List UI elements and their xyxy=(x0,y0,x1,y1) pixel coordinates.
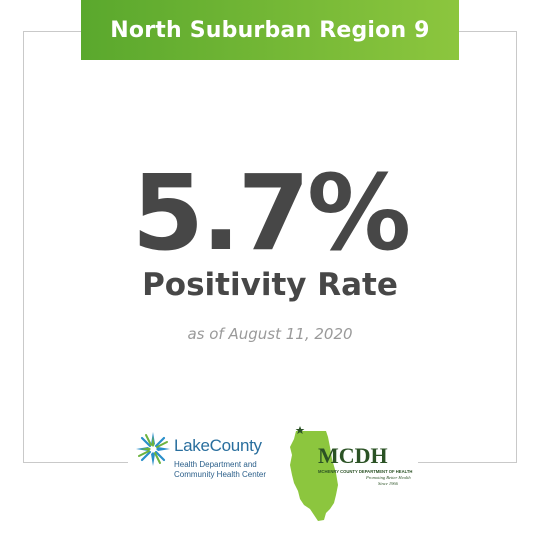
lake-county-subtitle-line1: Health Department and xyxy=(174,460,257,469)
positivity-value: 5.7% xyxy=(131,152,411,274)
mcdh-department: MCHENRY COUNTY DEPARTMENT OF HEALTH xyxy=(318,469,413,474)
mcdh-tagline: Promoting Better Health xyxy=(366,475,411,480)
starburst-icon xyxy=(136,432,170,466)
illinois-state-icon xyxy=(290,426,338,521)
lake-county-logo: LakeCounty Health Department and Communi… xyxy=(136,430,286,484)
lake-county-subtitle-line2: Community Health Center xyxy=(174,470,267,479)
mcdh-logo: MCDH MCHENRY COUNTY DEPARTMENT OF HEALTH… xyxy=(286,425,413,525)
as-of-date: as of August 11, 2020 xyxy=(187,325,353,343)
mcdh-since: Since 1966 xyxy=(378,481,398,486)
frame-gap-logos xyxy=(128,455,418,467)
region-title: North Suburban Region 9 xyxy=(110,17,430,43)
mcdh-name: MCDH xyxy=(318,443,388,468)
lake-county-name: LakeCounty xyxy=(174,436,262,455)
lake-county-subtitle: Health Department and Community Health C… xyxy=(174,460,284,480)
positivity-label: Positivity Rate xyxy=(142,267,398,303)
region-banner: North Suburban Region 9 xyxy=(81,0,459,60)
